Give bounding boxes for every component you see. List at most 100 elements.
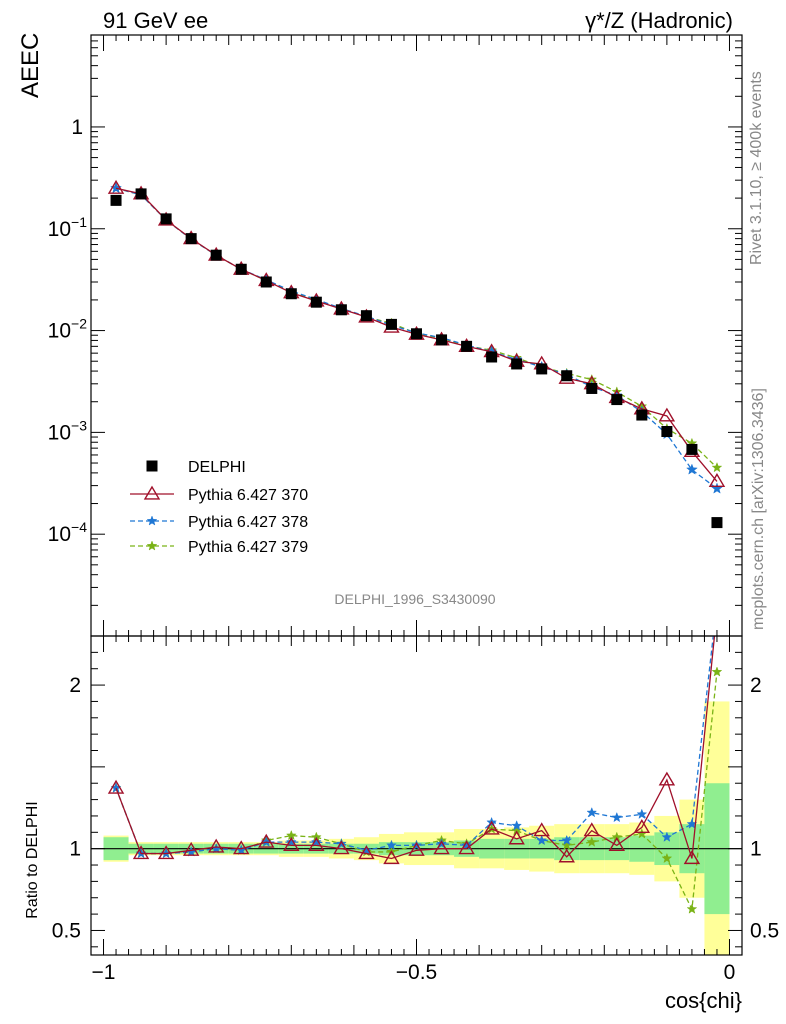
- ratio-370-point: [558, 848, 575, 863]
- tick-base: 10: [48, 320, 71, 343]
- ratio-370-point: [358, 845, 375, 860]
- ratio-379-point: [586, 836, 598, 847]
- ratio-378-point: [361, 844, 372, 855]
- x-tick-label: −0.5: [396, 961, 437, 984]
- ratio-y-tick-label-right: 1: [750, 838, 762, 861]
- ratio-379-point: [661, 852, 673, 864]
- delphi-point: [160, 213, 172, 225]
- energy-label: 91 GeV ee: [103, 8, 208, 33]
- ratio-370-point: [283, 837, 300, 851]
- legend-star-marker: [146, 515, 158, 526]
- ratio-y-tick-label-right: 0.5: [750, 919, 779, 942]
- main-y-axis-title: AEEC: [17, 33, 44, 98]
- legend-label: DELPHI: [188, 459, 246, 476]
- ratio-378-point: [386, 839, 397, 850]
- process-label: γ*/Z (Hadronic): [585, 8, 733, 33]
- ratio-370-point: [508, 830, 525, 845]
- delphi-point: [385, 318, 397, 330]
- ratio-y-tick-label-right: 2: [750, 674, 762, 697]
- delphi-point: [611, 394, 623, 406]
- ratio-y-axis-title: Ratio to DELPHI: [24, 801, 41, 918]
- ratio-370-point: [633, 819, 651, 833]
- tick-base: 10: [48, 218, 71, 241]
- ratio-379-point: [561, 839, 573, 850]
- pythia-378-point: [686, 463, 698, 475]
- ratio-370-point: [583, 822, 600, 837]
- ratio-y-tick-label-left: 2: [69, 674, 81, 697]
- x-tick-label: 0: [724, 961, 736, 984]
- legend-star-marker: [146, 540, 158, 551]
- pythia-370-point: [708, 473, 726, 487]
- delphi-point: [711, 517, 723, 529]
- delphi-point: [185, 233, 197, 245]
- delphi-point: [561, 370, 573, 382]
- delphi-point: [586, 382, 598, 394]
- legend-label: Pythia 6.427 370: [188, 487, 308, 504]
- ratio-370-point: [207, 838, 225, 853]
- delphi-point: [110, 194, 122, 206]
- ratio-378-point: [636, 808, 648, 819]
- ratio-370-point: [608, 837, 626, 851]
- ratio-370-point: [433, 840, 450, 855]
- delphi-point: [360, 310, 372, 322]
- ratio-370-point: [333, 840, 350, 855]
- ratio-370-point: [683, 850, 701, 865]
- legend: DELPHI Pythia 6.427 370 Pythia 6.427 378 Py…: [130, 459, 308, 556]
- ratio-370-point: [157, 845, 175, 860]
- tick-base: 10: [48, 523, 71, 546]
- delphi-point: [210, 249, 222, 261]
- delphi-point: [661, 426, 673, 438]
- analysis-watermark: DELPHI_1996_S3430090: [334, 591, 495, 607]
- ratio-370-point: [458, 840, 475, 855]
- source-label: mcplots.cern.ch [arXiv:1306.3436]: [750, 388, 767, 630]
- delphi-point: [486, 351, 498, 363]
- ratio-y-tick-label-left: 0.5: [52, 919, 81, 942]
- ratio-370-point: [182, 841, 200, 856]
- ratio-378-point: [285, 836, 297, 847]
- ratio-370-point: [308, 837, 325, 851]
- ratio-378-point: [561, 834, 573, 846]
- main-plot-panel: 110−110−210−310−4: [48, 34, 743, 637]
- pythia-378-point: [110, 181, 122, 194]
- ratio-378-point: [310, 836, 322, 847]
- ratio-line-3: [115, 671, 718, 912]
- delphi-point: [285, 288, 297, 300]
- ratio-378-point: [436, 838, 447, 849]
- delphi-point: [436, 334, 448, 346]
- delphi-point: [536, 363, 548, 375]
- delphi-point: [335, 304, 347, 316]
- main-y-tick-label: 10−2: [48, 316, 88, 343]
- ratio-378-point: [611, 811, 623, 823]
- ratio-378-point: [586, 806, 598, 818]
- ratio-370-point: [658, 771, 676, 786]
- ratio-378-point: [411, 839, 422, 850]
- ratio-370-point: [383, 850, 400, 865]
- legend-label: Pythia 6.427 379: [188, 539, 308, 556]
- main-y-tick-label: 10−4: [48, 519, 88, 546]
- delphi-point: [511, 358, 523, 370]
- pythia-379-point: [711, 461, 723, 473]
- ratio-378-point: [511, 820, 523, 831]
- ratio-y-tick-label-left: 1: [69, 838, 81, 861]
- tick-exponent: −1: [71, 214, 87, 230]
- delphi-point: [235, 263, 247, 275]
- ratio-370-point: [132, 845, 150, 860]
- delphi-point: [636, 409, 648, 421]
- ratio-frame: [90, 635, 743, 956]
- ratio-line-1: [115, 636, 716, 860]
- legend-label: Pythia 6.427 378: [188, 514, 308, 531]
- ratio-378-point: [461, 839, 472, 850]
- ratio-370-point: [483, 820, 500, 835]
- tick-exponent: −3: [71, 417, 87, 433]
- legend-delphi-marker: [146, 460, 158, 472]
- x-tick-label: −1: [92, 961, 116, 984]
- pythia-370-point: [658, 407, 676, 422]
- x-axis-title: cos{chi}: [665, 988, 742, 1013]
- ratio-378-point: [335, 838, 347, 849]
- ratio-plot-panel: 2 2 1 1 0.5 0.5 −1 −0.5 0: [52, 635, 779, 984]
- ratio-378-point: [661, 831, 673, 842]
- delphi-point: [135, 188, 147, 200]
- ratio-370-point: [533, 822, 550, 837]
- delphi-point: [310, 296, 322, 308]
